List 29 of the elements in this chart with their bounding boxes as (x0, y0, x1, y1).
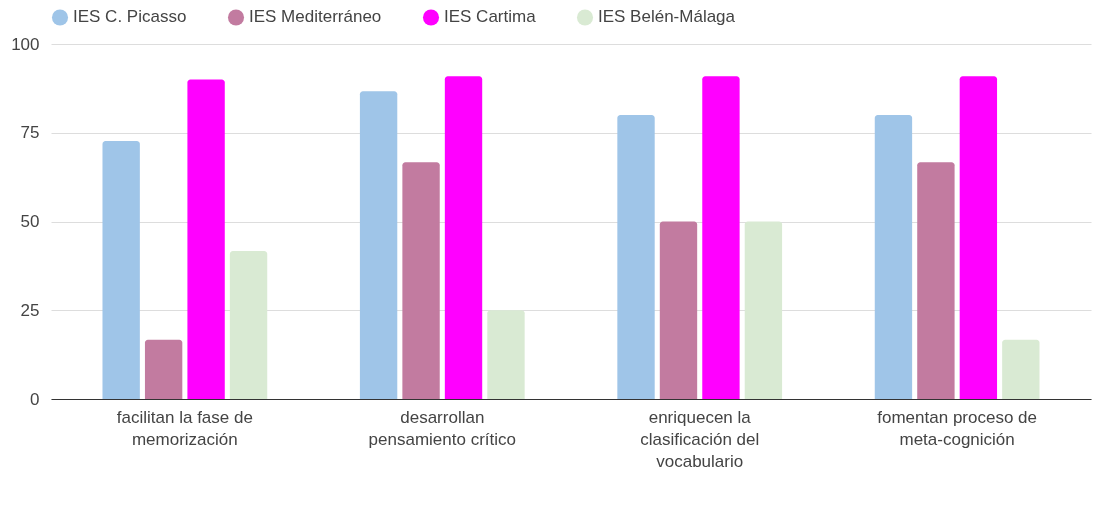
bar (959, 76, 998, 399)
bar (874, 115, 913, 399)
legend-label: IES C. Picasso (73, 7, 187, 27)
bar (359, 91, 398, 399)
x-tick-label: enriquecen la clasificación del vocabulario (640, 407, 760, 471)
bar (229, 250, 268, 399)
bar (744, 221, 783, 399)
y-tick-label: 100 (11, 34, 40, 54)
y-tick-label: 50 (20, 212, 40, 231)
x-tick-label: facilitan la fase de memorización (116, 407, 253, 449)
bar (102, 140, 140, 399)
bar (444, 76, 483, 399)
bar (487, 310, 525, 399)
bar (402, 162, 440, 399)
bar (144, 339, 183, 399)
y-tick-label: 25 (20, 300, 40, 320)
bar (917, 162, 955, 399)
legend-label: IES Belén-Málaga (598, 7, 736, 27)
x-tick-label: desarrollan pensamiento crítico (368, 407, 516, 449)
bar (617, 115, 655, 399)
y-tick-label: 75 (20, 123, 40, 143)
bar (659, 221, 698, 399)
bar (187, 79, 225, 399)
bar (702, 76, 740, 399)
x-tick-label: fomentan proceso de meta-cognición (877, 407, 1037, 449)
y-tick-label: 0 (30, 389, 40, 409)
bar (1002, 339, 1040, 399)
legend-label: IES Cartima (444, 7, 537, 27)
legend-label: IES Mediterráneo (249, 7, 382, 27)
